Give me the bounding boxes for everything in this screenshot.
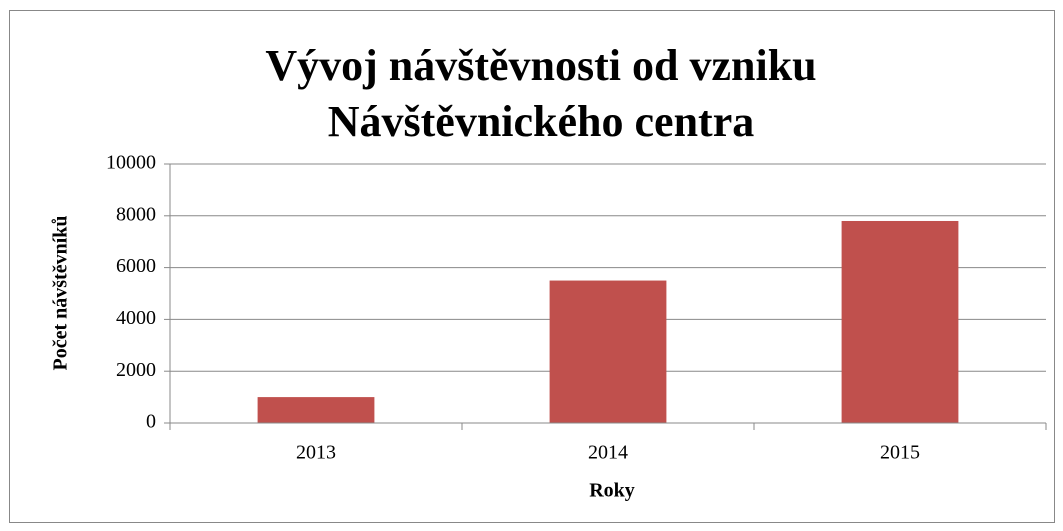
x-tick-label: 2013 (296, 442, 336, 464)
y-tick-label: 4000 (116, 307, 156, 329)
bar (549, 280, 667, 423)
y-tick-label: 0 (146, 411, 156, 433)
x-tick-label: 2015 (880, 442, 920, 464)
bar (841, 220, 959, 423)
y-tick-label: 10000 (106, 152, 156, 174)
x-tick-label: 2014 (588, 442, 628, 464)
y-tick-label: 8000 (116, 203, 156, 225)
y-tick-label: 6000 (116, 255, 156, 277)
bar (257, 397, 375, 423)
chart-title: Vývoj návštěvnosti od vzniku Návštěvnick… (265, 41, 817, 146)
y-tick-label: 2000 (116, 359, 156, 381)
y-axis-title: Počet návštěvníků (50, 216, 72, 371)
x-axis-title: Roky (589, 480, 635, 502)
